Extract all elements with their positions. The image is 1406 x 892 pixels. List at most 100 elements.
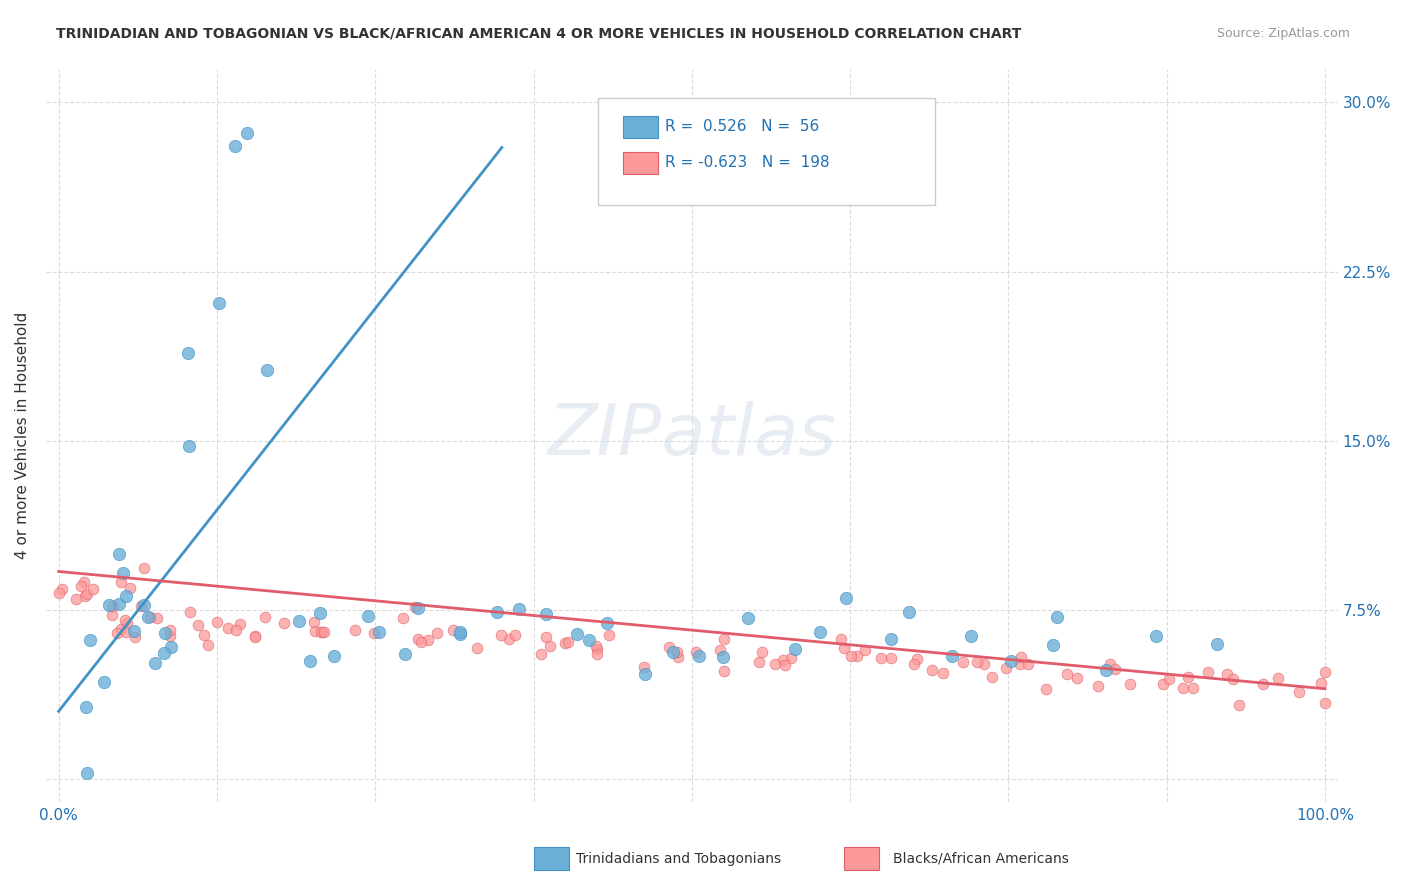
Point (489, 628, 512, 642)
Point (748, 655, 770, 669)
Point (530, 647, 553, 661)
Point (1222, 672, 1244, 686)
Point (304, 615, 326, 630)
Point (118, 581, 141, 595)
Point (153, 625, 176, 640)
Point (1010, 649, 1032, 664)
Point (713, 632, 735, 647)
Point (79, 633, 101, 648)
Point (772, 653, 794, 667)
Point (666, 650, 689, 665)
Point (1042, 638, 1064, 652)
Point (853, 643, 876, 657)
Point (409, 635, 432, 649)
Point (534, 630, 557, 644)
Point (1197, 665, 1219, 679)
Point (1288, 685, 1310, 699)
Point (994, 661, 1017, 675)
Point (869, 650, 891, 665)
Point (709, 642, 731, 657)
Point (1056, 666, 1078, 681)
Point (1099, 657, 1122, 671)
Point (101, 607, 124, 622)
Point (134, 561, 156, 575)
Point (1313, 665, 1336, 679)
Point (363, 626, 385, 640)
Point (299, 653, 322, 667)
Point (1177, 670, 1199, 684)
Point (114, 613, 136, 627)
Point (177, 439, 200, 453)
Point (1017, 657, 1039, 672)
Point (115, 589, 138, 603)
Point (73, 574, 96, 589)
Point (441, 623, 464, 637)
Point (253, 610, 276, 624)
Point (394, 647, 416, 661)
Text: R =  0.526   N =  56: R = 0.526 N = 56 (665, 120, 820, 134)
Point (1206, 637, 1229, 651)
Point (737, 611, 759, 625)
Point (839, 648, 862, 663)
Text: TRINIDADIAN AND TOBAGONIAN VS BLACK/AFRICAN AMERICAN 4 OR MORE VEHICLES IN HOUSE: TRINIDADIAN AND TOBAGONIAN VS BLACK/AFRI… (56, 27, 1022, 41)
Point (966, 656, 988, 670)
Point (1157, 673, 1180, 687)
Point (243, 631, 266, 645)
Point (713, 664, 735, 678)
Point (159, 623, 181, 637)
Point (418, 633, 440, 648)
Point (93, 674, 115, 689)
Point (585, 639, 607, 653)
Point (82, 582, 104, 596)
Point (554, 636, 576, 650)
Point (973, 657, 995, 671)
Point (48, 585, 70, 599)
Point (586, 642, 609, 657)
Point (1182, 681, 1205, 696)
Point (1313, 696, 1336, 710)
Point (132, 598, 155, 612)
Point (503, 628, 526, 642)
Point (1035, 682, 1057, 697)
Point (449, 625, 471, 640)
Point (1173, 681, 1195, 695)
Point (952, 655, 974, 669)
Point (449, 627, 471, 641)
Point (153, 646, 176, 660)
Point (905, 651, 928, 665)
Point (898, 605, 921, 619)
Point (243, 629, 266, 643)
Point (51, 582, 73, 597)
Point (73, 589, 96, 603)
Point (197, 638, 219, 652)
Point (193, 627, 215, 641)
Point (658, 640, 681, 654)
Point (404, 599, 426, 614)
Point (685, 644, 707, 658)
Text: Blacks/African Americans: Blacks/African Americans (893, 852, 1069, 866)
Point (921, 663, 943, 677)
Point (368, 625, 391, 640)
Point (179, 605, 201, 619)
Point (662, 645, 685, 659)
Point (208, 295, 231, 310)
Point (177, 345, 200, 359)
Point (598, 628, 620, 642)
Point (70, 578, 93, 592)
Point (557, 634, 579, 648)
Point (101, 599, 124, 614)
Point (538, 639, 561, 653)
Point (846, 649, 869, 664)
Point (534, 607, 557, 621)
Point (666, 645, 689, 659)
Point (406, 600, 429, 615)
Point (110, 574, 132, 589)
Point (145, 611, 167, 625)
Point (124, 630, 146, 644)
Point (711, 650, 734, 665)
Text: ZIPatlas: ZIPatlas (547, 401, 837, 469)
Point (304, 624, 326, 638)
Point (160, 640, 183, 654)
Point (880, 650, 903, 665)
Point (105, 625, 128, 640)
